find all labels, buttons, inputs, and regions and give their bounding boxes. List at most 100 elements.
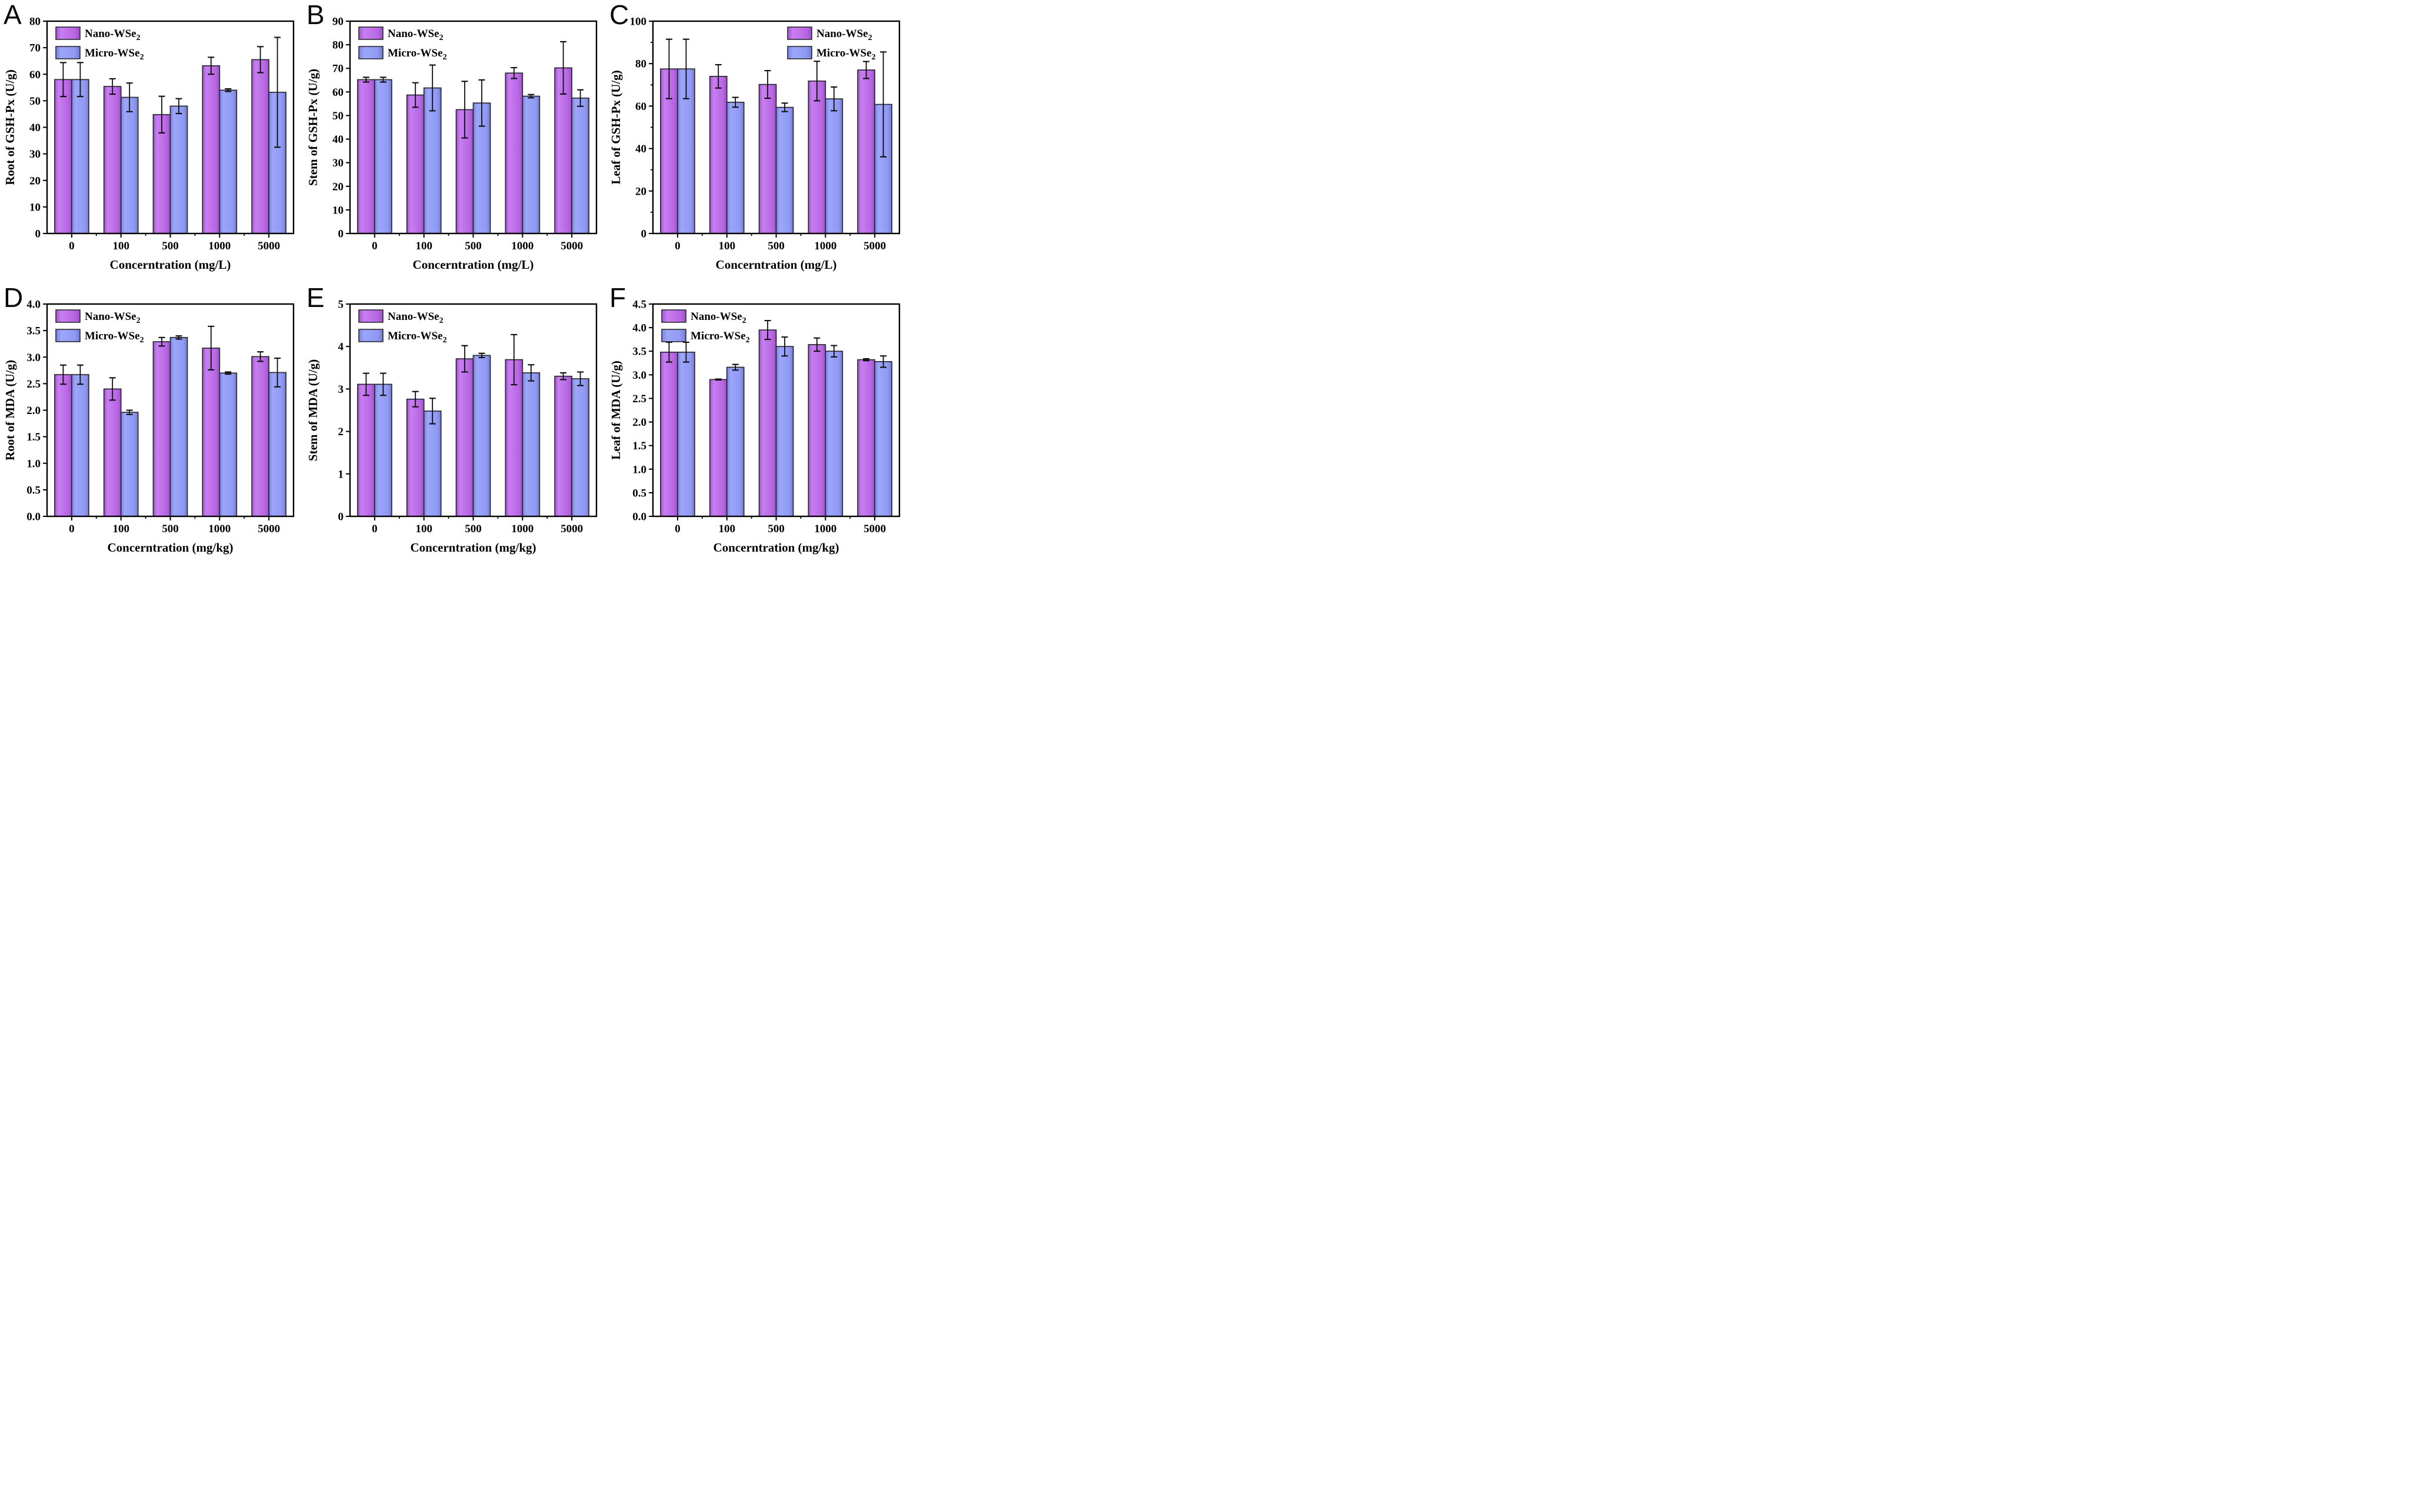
y-tick-label: 80 [332,39,344,52]
bar-micro-wse2-5000 [874,361,892,517]
x-tick-label: 5000 [864,523,886,535]
error-bar-micro-wse2-1000 [528,364,535,382]
legend-label-subscript: 2 [439,316,444,325]
error-bar-micro-wse2-0 [76,62,84,98]
bar-nano-wse2-1000 [202,348,221,517]
bar-micro-wse2-0 [71,79,89,234]
error-bar-nano-wse2-5000 [257,46,264,74]
bar-nano-wse2-0 [54,79,72,234]
error-bar-micro-wse2-100 [732,96,739,108]
y-tick-label: 3.5 [632,346,646,358]
panel-letter-d: D [4,282,24,313]
y-tick-label: 20 [635,185,646,198]
chart-panel-e: E 0 1 2 3 4 5 0 100 500 1000 5000 Concerntration (m… [303,282,606,566]
legend-label-nano-wse2: Nano-WSe2 [816,28,872,42]
error-bar-micro-wse2-5000 [274,358,281,388]
y-tick-label: 60 [332,86,344,99]
x-tick-label: 500 [465,240,482,252]
error-bar-nano-wse2-1000 [511,333,518,386]
y-tick-label: 2.0 [632,416,646,429]
y-tick-label: 80 [29,16,41,28]
legend-label-nano-wse2: Nano-WSe2 [85,311,141,325]
legend-swatch-micro-wse2 [661,329,686,342]
error-bar-micro-wse2-100 [126,82,133,112]
bar-micro-wse2-500 [169,337,188,517]
bar-nano-wse2-500 [152,341,171,517]
legend-label-subscript: 2 [443,53,447,62]
error-bar-nano-wse2-1000 [814,61,821,102]
error-bar-nano-wse2-500 [158,336,165,347]
bar-nano-wse2-1000 [505,359,524,517]
y-tick-label: 1 [338,468,344,480]
legend-label-nano-wse2: Nano-WSe2 [388,28,444,42]
error-bar-nano-wse2-100 [412,82,419,108]
y-axis-title: Leaf of GSH-Px (U/g) [609,70,623,184]
y-tick-label: 4.0 [26,299,41,311]
bar-micro-wse2-500 [775,346,794,517]
legend-swatch-nano-wse2 [55,309,81,323]
x-axis-title: Concerntration (mg/L) [110,258,231,272]
chart-panel-b: B 0 10 20 30 40 50 60 70 80 90 0 100 500 1000 5000 Conc… [303,0,606,283]
error-bar-micro-wse2-5000 [880,51,887,158]
error-bar-nano-wse2-0 [59,364,66,385]
x-tick-label: 100 [112,523,129,535]
error-bar-nano-wse2-5000 [863,61,870,79]
legend-label-micro-wse2: Micro-WSe2 [85,330,144,345]
y-tick-label: 60 [635,101,646,113]
y-tick-label: 2.0 [26,405,41,417]
bar-micro-wse2-1000 [522,372,541,517]
error-bar-micro-wse2-0 [682,341,689,363]
x-tick-label: 1000 [511,523,534,535]
legend-label-micro-wse2: Micro-WSe2 [388,330,447,345]
bar-chart-root-gsh-px: 0 10 20 30 40 50 60 70 80 0 100 500 1000 5000 Concernt… [3,16,295,272]
legend-swatch-micro-wse2 [358,46,384,59]
error-bar-nano-wse2-1000 [511,66,518,79]
y-tick-label: 4.0 [632,322,646,335]
legend-label-subscript: 2 [140,53,144,62]
y-tick-label: 5 [338,299,344,311]
x-tick-label: 1000 [208,240,231,252]
error-bar-nano-wse2-0 [665,38,672,99]
error-bar-micro-wse2-5000 [274,36,281,148]
y-tick-label: 30 [332,157,344,169]
bar-nano-wse2-1000 [505,72,524,234]
error-bar-nano-wse2-0 [665,341,672,363]
legend-label-micro-wse2: Micro-WSe2 [816,47,876,62]
y-tick-label: 0.5 [26,484,41,496]
x-tick-label: 5000 [258,240,280,252]
bar-nano-wse2-1000 [808,80,826,234]
error-bar-micro-wse2-0 [379,76,386,83]
error-bar-micro-wse2-100 [429,64,436,112]
x-tick-label: 0 [372,240,378,252]
bar-nano-wse2-100 [103,86,122,234]
y-tick-label: 50 [29,95,41,108]
legend-label-subscript: 2 [140,336,144,345]
bar-nano-wse2-500 [758,84,777,234]
bar-nano-wse2-0 [357,383,375,517]
y-tick-label: 60 [29,69,41,81]
error-bar-nano-wse2-0 [362,76,369,83]
x-tick-label: 0 [675,523,681,535]
panel-letter-f: F [609,282,626,313]
legend-swatch-nano-wse2 [358,309,384,323]
error-bar-nano-wse2-500 [461,345,468,373]
x-tick-label: 0 [372,523,378,535]
legend-label-subscript: 2 [872,53,876,62]
error-bar-nano-wse2-100 [715,378,722,381]
bar-nano-wse2-100 [103,388,122,517]
error-bar-micro-wse2-500 [175,335,182,340]
chart-panel-d: D 0.0 0.5 1.0 1.5 2.0 2.5 3.0 3.5 4.0 0 100 500 1000… [0,282,303,566]
bar-nano-wse2-0 [54,374,72,517]
x-tick-label: 5000 [864,240,886,252]
error-bar-nano-wse2-100 [715,64,722,89]
bar-nano-wse2-0 [660,351,678,517]
x-tick-label: 0 [69,240,75,252]
bar-micro-wse2-0 [677,351,695,517]
legend-label-subscript: 2 [746,336,750,345]
y-axis-title: Stem of GSH-Px (U/g) [306,69,320,186]
bar-micro-wse2-1000 [219,372,238,517]
bar-micro-wse2-0 [374,79,392,234]
error-bar-micro-wse2-5000 [577,371,584,386]
error-bar-nano-wse2-500 [764,320,771,341]
